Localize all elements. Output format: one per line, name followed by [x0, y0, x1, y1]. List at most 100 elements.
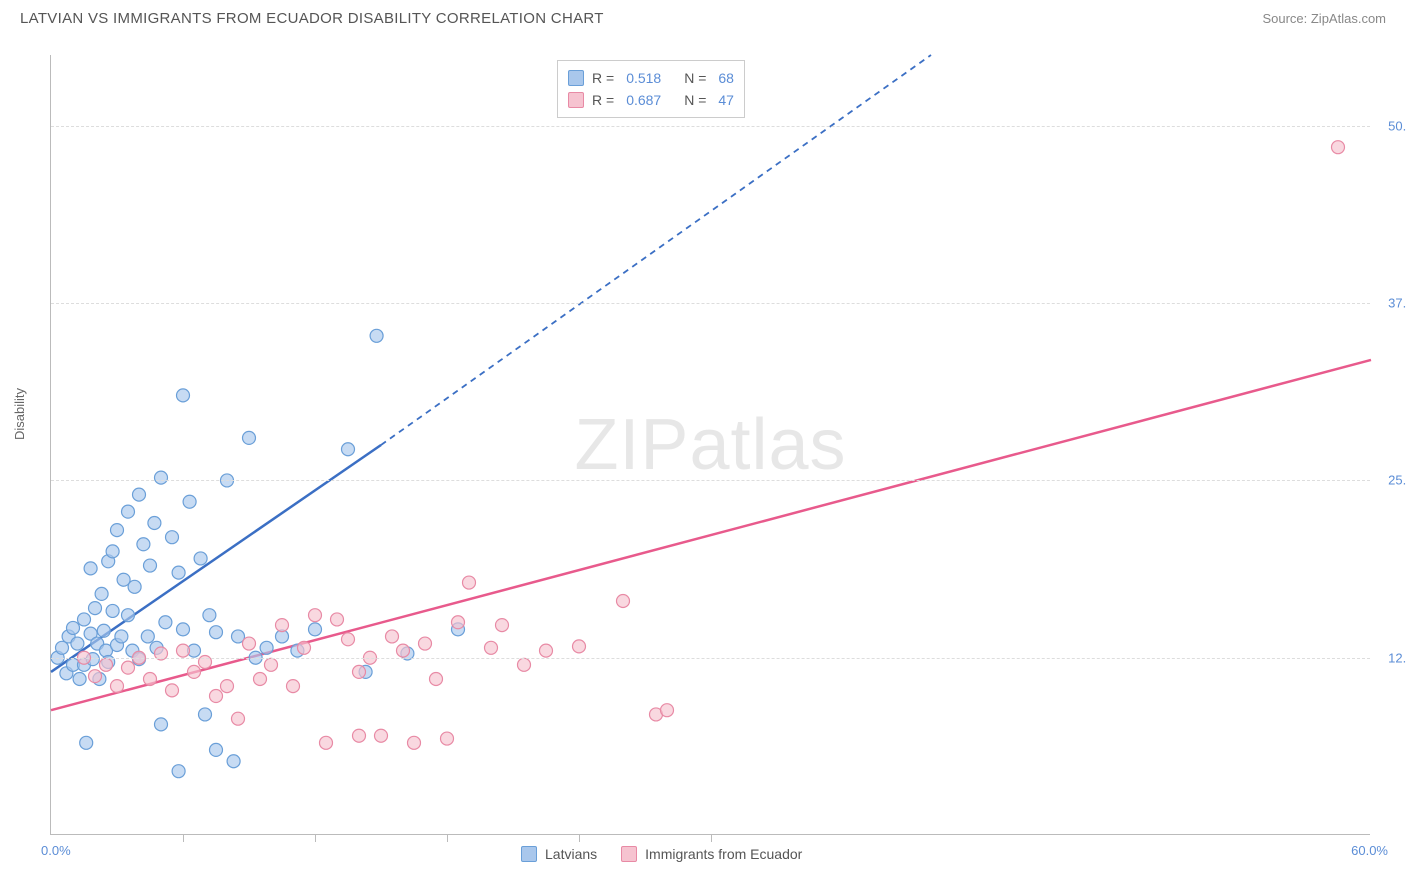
data-point	[106, 604, 119, 617]
data-point	[342, 633, 355, 646]
data-point	[155, 718, 168, 731]
gridline-h	[51, 303, 1370, 304]
data-point	[397, 644, 410, 657]
data-point	[177, 389, 190, 402]
data-point	[617, 595, 630, 608]
data-point	[144, 559, 157, 572]
data-point	[342, 443, 355, 456]
r-label-1: R =	[592, 67, 614, 89]
data-point	[144, 673, 157, 686]
data-point	[172, 566, 185, 579]
data-point	[309, 623, 322, 636]
data-point	[106, 545, 119, 558]
data-point	[309, 609, 322, 622]
data-point	[183, 495, 196, 508]
legend-swatch-latvians	[568, 70, 584, 86]
data-point	[419, 637, 432, 650]
data-point	[452, 616, 465, 629]
data-point	[122, 661, 135, 674]
data-point	[97, 624, 110, 637]
data-point	[73, 673, 86, 686]
data-point	[232, 712, 245, 725]
data-point	[148, 517, 161, 530]
data-point	[115, 630, 128, 643]
data-point	[265, 658, 278, 671]
data-point	[128, 580, 141, 593]
legend-bottom: Latvians Immigrants from Ecuador	[521, 846, 802, 862]
data-point	[287, 680, 300, 693]
legend-item-ecuador: Immigrants from Ecuador	[621, 846, 802, 862]
n-value-2: 47	[718, 89, 734, 111]
data-point	[254, 673, 267, 686]
legend-stats-box: R = 0.518 N = 68 R = 0.687 N = 47	[557, 60, 745, 118]
data-point	[133, 488, 146, 501]
y-tick-label: 37.5%	[1388, 296, 1406, 311]
header-bar: LATVIAN VS IMMIGRANTS FROM ECUADOR DISAB…	[0, 0, 1406, 35]
data-point	[166, 531, 179, 544]
data-point	[84, 562, 97, 575]
data-point	[67, 621, 80, 634]
data-point	[298, 641, 311, 654]
data-point	[172, 765, 185, 778]
data-point	[227, 755, 240, 768]
data-point	[155, 471, 168, 484]
r-label-2: R =	[592, 89, 614, 111]
data-point	[375, 729, 388, 742]
legend-swatch-latvians-bottom	[521, 846, 537, 862]
data-point	[111, 680, 124, 693]
y-tick-label: 12.5%	[1388, 650, 1406, 665]
y-axis-label: Disability	[12, 388, 27, 440]
data-point	[111, 524, 124, 537]
x-label-right: 60.0%	[1351, 843, 1388, 858]
y-tick-label: 25.0%	[1388, 473, 1406, 488]
x-tick	[183, 834, 184, 842]
y-tick-label: 50.0%	[1388, 118, 1406, 133]
gridline-h	[51, 658, 1370, 659]
data-point	[177, 623, 190, 636]
x-tick	[579, 834, 580, 842]
data-point	[260, 641, 273, 654]
data-point	[243, 637, 256, 650]
data-point	[199, 708, 212, 721]
source-label: Source: ZipAtlas.com	[1262, 11, 1386, 26]
r-value-1: 0.518	[626, 67, 676, 89]
data-point	[89, 602, 102, 615]
data-point	[540, 644, 553, 657]
data-point	[80, 736, 93, 749]
x-label-left: 0.0%	[41, 843, 71, 858]
n-label-2: N =	[684, 89, 706, 111]
data-point	[243, 431, 256, 444]
data-point	[166, 684, 179, 697]
n-value-1: 68	[718, 67, 734, 89]
data-point	[210, 743, 223, 756]
data-point	[1332, 141, 1345, 154]
data-point	[122, 505, 135, 518]
data-point	[573, 640, 586, 653]
data-point	[78, 613, 91, 626]
legend-item-latvians: Latvians	[521, 846, 597, 862]
r-value-2: 0.687	[626, 89, 676, 111]
data-point	[89, 670, 102, 683]
chart-area: ZIPatlas R = 0.518 N = 68 R = 0.687 N = …	[50, 55, 1370, 835]
x-tick	[447, 834, 448, 842]
n-label-1: N =	[684, 67, 706, 89]
data-point	[485, 641, 498, 654]
data-point	[441, 732, 454, 745]
data-point	[331, 613, 344, 626]
data-point	[518, 658, 531, 671]
data-point	[496, 619, 509, 632]
data-point	[353, 729, 366, 742]
data-point	[177, 644, 190, 657]
data-point	[386, 630, 399, 643]
data-point	[137, 538, 150, 551]
gridline-h	[51, 480, 1370, 481]
data-point	[353, 665, 366, 678]
data-point	[159, 616, 172, 629]
legend-swatch-ecuador-bottom	[621, 846, 637, 862]
data-point	[71, 637, 84, 650]
x-tick	[711, 834, 712, 842]
data-point	[661, 704, 674, 717]
legend-label-ecuador: Immigrants from Ecuador	[645, 846, 802, 862]
legend-label-latvians: Latvians	[545, 846, 597, 862]
x-tick	[315, 834, 316, 842]
